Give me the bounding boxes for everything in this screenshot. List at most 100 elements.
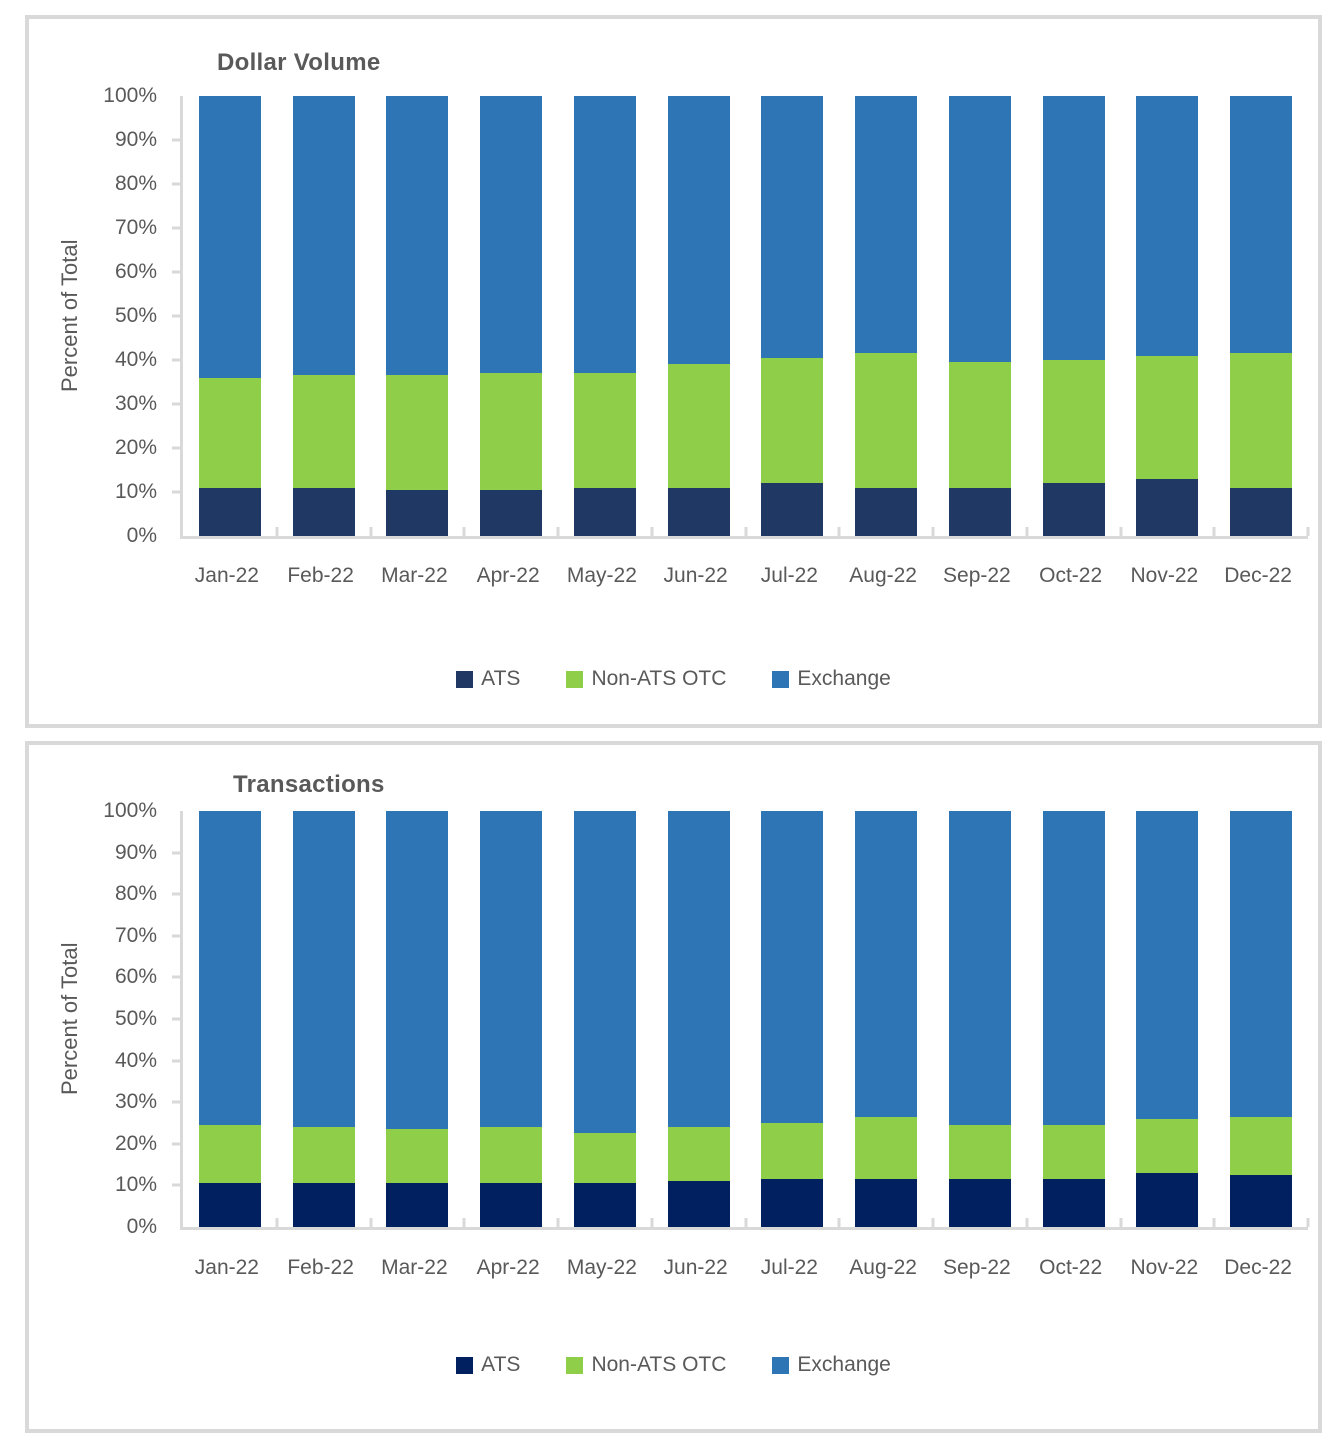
bar-segment-ats-nov-22 bbox=[1136, 1172, 1199, 1227]
y-axis-tick-mark bbox=[172, 1059, 180, 1063]
y-axis-tick-mark bbox=[172, 1142, 180, 1146]
bar-slot-aug-22 bbox=[839, 96, 933, 536]
bar-segment-ats-apr-22 bbox=[480, 489, 543, 536]
x-axis-tick-mark bbox=[1119, 527, 1122, 536]
bar-segment-ats-nov-22 bbox=[1136, 478, 1199, 536]
bar-segment-exchange-nov-22 bbox=[1136, 96, 1199, 356]
bar-segment-ats-jan-22 bbox=[198, 487, 261, 536]
bar-segment-exchange-mar-22 bbox=[386, 811, 449, 1130]
y-axis-tick-mark bbox=[172, 892, 180, 896]
y-tick-label: 20% bbox=[114, 1131, 157, 1155]
x-axis-tick-mark bbox=[837, 527, 841, 536]
stacked-bar-feb-22 bbox=[292, 96, 355, 536]
stacked-bar-jun-22 bbox=[667, 96, 730, 536]
bar-segment-ats-dec-22 bbox=[1230, 487, 1293, 536]
bar-segment-ats-dec-22 bbox=[1230, 1175, 1293, 1227]
x-axis-tick-mark bbox=[837, 1218, 841, 1227]
x-tick-label-jan-22: Jan-22 bbox=[194, 1256, 259, 1279]
bar-segment-non-ats-otc-feb-22 bbox=[292, 1127, 355, 1184]
y-axis-tick-mark bbox=[172, 314, 180, 318]
stacked-bar-apr-22 bbox=[480, 811, 543, 1227]
stacked-bar-dec-22 bbox=[1230, 96, 1293, 536]
y-axis-tick-mark bbox=[172, 402, 180, 406]
bar-segment-exchange-apr-22 bbox=[480, 811, 543, 1128]
x-tick-label-jun-22: Jun-22 bbox=[663, 564, 728, 587]
legend-swatch-non-ats-otc bbox=[566, 1356, 584, 1374]
stacked-bar-mar-22 bbox=[386, 96, 449, 536]
plot-area bbox=[172, 811, 1310, 1230]
bar-segment-exchange-may-22 bbox=[573, 811, 636, 1134]
bar-slot-dec-22 bbox=[1214, 811, 1308, 1227]
bar-segment-ats-mar-22 bbox=[386, 1183, 449, 1227]
y-axis-tick-mark bbox=[172, 358, 180, 362]
bar-slot-aug-22 bbox=[839, 811, 933, 1227]
x-axis-tick-mark bbox=[556, 1218, 560, 1227]
bar-slot-feb-22 bbox=[277, 811, 371, 1227]
bar-segment-non-ats-otc-nov-22 bbox=[1136, 355, 1199, 479]
stacked-bar-aug-22 bbox=[855, 811, 918, 1227]
x-tick-label-sep-22: Sep-22 bbox=[943, 1256, 1011, 1279]
bar-slot-sep-22 bbox=[933, 811, 1027, 1227]
bar-segment-non-ats-otc-jan-22 bbox=[198, 1125, 261, 1184]
bar-slot-jul-22 bbox=[746, 96, 840, 536]
bar-segment-non-ats-otc-aug-22 bbox=[855, 1116, 918, 1180]
bar-segment-exchange-feb-22 bbox=[292, 811, 355, 1128]
x-axis-tick-labels: Jan-22 Feb-22 Mar-22 Apr-22 May-22 Jun-22 Jul-… bbox=[180, 1256, 1305, 1280]
bar-segment-non-ats-otc-sep-22 bbox=[948, 1125, 1011, 1180]
y-axis-tick-mark bbox=[172, 446, 180, 450]
bar-segment-non-ats-otc-jan-22 bbox=[198, 377, 261, 488]
bar-segment-ats-sep-22 bbox=[948, 487, 1011, 536]
y-tick-label: 0% bbox=[126, 524, 157, 547]
legend-item-non-ats-otc: Non-ATS OTC bbox=[566, 667, 726, 691]
bar-segment-exchange-dec-22 bbox=[1230, 96, 1293, 354]
legend-swatch-ats bbox=[456, 1356, 474, 1374]
bar-segment-exchange-jun-22 bbox=[667, 811, 730, 1128]
bar-segment-exchange-feb-22 bbox=[292, 96, 355, 376]
x-axis-tick-mark bbox=[931, 1218, 935, 1227]
y-axis-tick-mark bbox=[172, 1100, 180, 1104]
stacked-bar-jan-22 bbox=[198, 96, 261, 536]
y-tick-label: 100% bbox=[103, 84, 157, 107]
bar-segment-non-ats-otc-jul-22 bbox=[761, 357, 824, 484]
x-tick-label-aug-22: Aug-22 bbox=[849, 1256, 917, 1279]
x-axis-tick-mark bbox=[1306, 1218, 1310, 1227]
y-axis-tick-labels: 100% 90% 80% 70% 60% 50% 40% 30% 20% 10% 0% bbox=[29, 84, 169, 547]
bar-segment-ats-mar-22 bbox=[386, 489, 449, 536]
y-axis-tick-mark bbox=[172, 851, 180, 855]
plot-area bbox=[172, 96, 1310, 539]
x-tick-label-nov-22: Nov-22 bbox=[1130, 564, 1199, 587]
bar-segment-exchange-sep-22 bbox=[948, 96, 1011, 363]
x-axis-tick-mark bbox=[931, 527, 935, 536]
bar-segment-ats-feb-22 bbox=[292, 1183, 355, 1227]
bar-segment-exchange-oct-22 bbox=[1042, 96, 1105, 361]
bar-slot-apr-22 bbox=[464, 811, 558, 1227]
y-tick-label: 10% bbox=[114, 1173, 157, 1197]
bar-segment-ats-aug-22 bbox=[855, 1179, 918, 1227]
chart-title-dollar-volume: Dollar Volume bbox=[217, 49, 381, 76]
y-tick-label: 30% bbox=[114, 392, 157, 415]
bar-segment-ats-feb-22 bbox=[292, 487, 355, 536]
bar-segment-exchange-dec-22 bbox=[1230, 811, 1293, 1117]
legend-label-non-ats-otc: Non-ATS OTC bbox=[591, 1353, 727, 1376]
y-tick-label: 50% bbox=[114, 1007, 157, 1030]
x-axis-tick-mark bbox=[1212, 1218, 1216, 1227]
y-tick-label: 30% bbox=[114, 1090, 157, 1114]
bar-segment-non-ats-otc-may-22 bbox=[573, 373, 636, 488]
stacked-bar-mar-22 bbox=[386, 811, 449, 1227]
y-axis-tick-mark bbox=[172, 226, 180, 230]
y-tick-label: 60% bbox=[114, 260, 157, 283]
x-axis-tick-mark bbox=[1306, 527, 1310, 536]
chart-legend: ATS Non-ATS OTC Exchange bbox=[29, 667, 1318, 691]
bar-segment-non-ats-otc-apr-22 bbox=[480, 373, 543, 490]
legend-swatch-ats bbox=[456, 670, 474, 688]
x-axis-tick-mark bbox=[1025, 1218, 1029, 1227]
bar-segment-non-ats-otc-oct-22 bbox=[1042, 360, 1105, 484]
bar-segment-ats-jun-22 bbox=[667, 487, 730, 536]
bar-slot-feb-22 bbox=[277, 96, 371, 536]
x-axis-tick-mark bbox=[462, 527, 466, 536]
bar-slot-oct-22 bbox=[1027, 96, 1121, 536]
bar-slot-dec-22 bbox=[1214, 96, 1308, 536]
bar-segment-non-ats-otc-oct-22 bbox=[1042, 1125, 1105, 1180]
bar-slot-jun-22 bbox=[652, 96, 746, 536]
chart-legend: ATS Non-ATS OTC Exchange bbox=[29, 1353, 1318, 1377]
